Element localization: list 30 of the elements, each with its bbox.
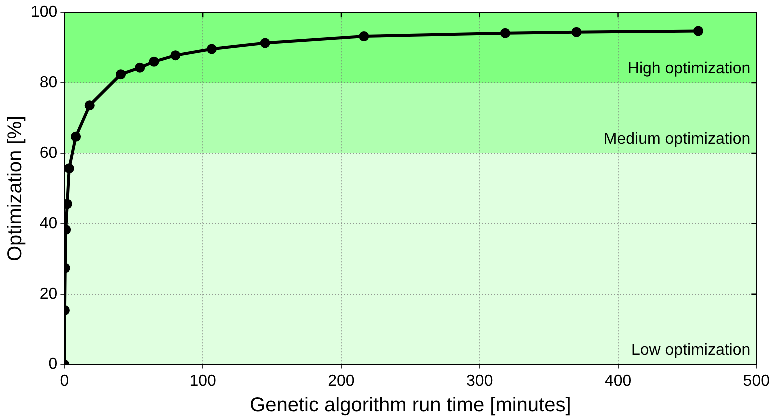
point (71, 132, 82, 142)
y-tick-label: 100 (30, 4, 58, 22)
x-tick-label: 300 (466, 372, 494, 390)
point (116, 70, 126, 80)
x-axis-title: Genetic algorithm run time [minutes] (250, 394, 572, 417)
point (359, 32, 370, 42)
y-tick-label: 60 (40, 144, 58, 162)
band-label: Low optimization (631, 342, 751, 360)
point (694, 26, 704, 36)
point (149, 56, 160, 67)
y-tick-label: 0 (48, 356, 58, 374)
y-tick-label: 20 (40, 286, 58, 303)
x-tick-label: 0 (60, 372, 70, 390)
y-tick-label: 80 (40, 74, 58, 92)
point (260, 38, 270, 48)
y-tick-label: 40 (40, 215, 58, 232)
point (64, 164, 74, 174)
point (206, 44, 217, 54)
band-label: High optimization (628, 60, 751, 78)
band-label: Medium optimization (604, 130, 751, 148)
point (500, 28, 510, 38)
x-tick-label: 500 (743, 372, 770, 390)
x-tick-label: 400 (604, 372, 632, 390)
point (84, 100, 95, 111)
x-tick-label: 100 (190, 372, 217, 390)
y-axis-title: Optimization [%] (4, 116, 27, 262)
point (170, 50, 181, 61)
x-tick-label: 200 (328, 372, 355, 390)
point (572, 27, 582, 38)
point (135, 62, 146, 73)
